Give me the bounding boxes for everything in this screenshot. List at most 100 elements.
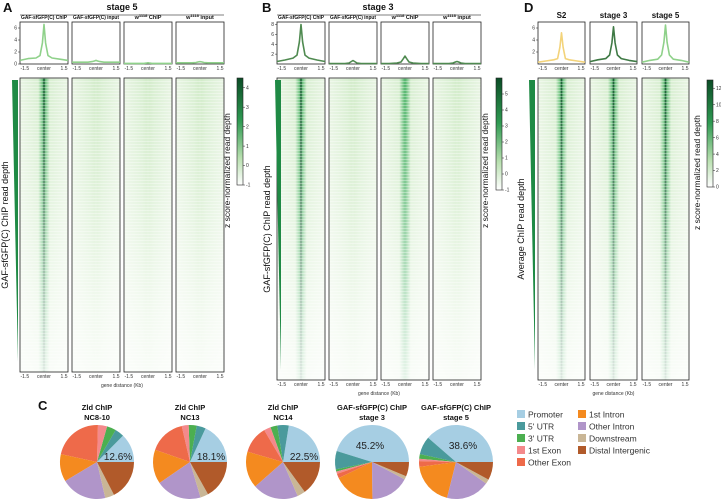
profile-x-tick-label: center [346,66,360,72]
legend-label: Other Exon [528,458,571,468]
panel-letter: D [524,0,533,15]
colorbar-tick-label: 0 [716,185,719,191]
legend-item: 5' UTR [517,422,554,432]
profile-line [19,23,69,62]
heatmap-x-tick-label: center [607,382,621,388]
pie-slice [283,462,305,496]
colorbar-tick-label: 10 [716,102,721,108]
x-axis-label: gene distance (Kb) [593,391,635,397]
heatmap-x-tick-label: -1.5 [177,374,186,380]
heatmap-x-tick-label: -1.5 [382,382,391,388]
column-title: w1118 ChIP [391,13,419,22]
heatmap-x-tick-label: center [141,374,155,380]
column-title: w1118 input [185,13,214,22]
pie-title: NC13 [180,413,199,422]
pie-slice [153,449,190,483]
pie-slice [336,425,409,462]
column-1: GAF-sfGFP(C) input -1.5 center 1.5 -1.5 cente… [328,15,378,388]
profile-frame [328,21,378,65]
pie-slice [97,426,116,462]
pie-title: stage 5 [443,413,469,422]
profile-x-tick-label: -1.5 [591,66,600,72]
column-title-sup: 1118 [447,13,456,18]
heatmap-x-tick-label: center [89,374,103,380]
column-title: GAF-sfGFP(C) input [73,15,119,21]
profile-x-tick-label: 1.5 [370,66,377,72]
pie-slice [97,462,134,495]
pie-slice [97,425,108,462]
colorbar-tick-label: 3 [505,124,508,130]
pie-title: GAF-sfGFP(C) ChIP [421,403,491,412]
heatmap-fade [381,78,429,380]
profile-x-tick-label: -1.5 [434,66,443,72]
legend-label: Distal Intergenic [589,446,651,456]
heatmap-frame [175,77,225,373]
heatmap-x-tick-label: center [346,382,360,388]
legend-item: Downstream [578,434,637,444]
pie-slice [190,462,227,495]
pie-slice [456,462,489,484]
legend-label: Downstream [589,434,637,444]
heatmap-fade [20,78,68,372]
panel-letter: C [38,398,48,413]
profile-x-tick-label: center [555,66,569,72]
colorbar-tick-label: 2 [505,140,508,146]
panel-d: D S2 2 4 6 -1.5 center 1.5 -1.5 center 1.5 stage 3 -… [516,0,721,397]
profile-x-tick-label: -1.5 [382,66,391,72]
heatmap-x-tick-label: center [659,382,673,388]
heatmap-fade [176,78,224,372]
pie-title: GAF-sfGFP(C) ChIP [337,403,407,412]
heatmap-x-tick-label: 1.5 [474,382,481,388]
legend-swatch [578,434,586,442]
column-0: GAF-sfGFP(C) ChIP 2 4 6 8 -1.5 center 1.5 -1.5 ce… [271,15,326,388]
column-3: w1118 input -1.5 center 1.5 -1.5 center 1.5 [432,13,482,388]
legend-item: Other Exon [517,458,571,468]
pie-slice [419,454,456,462]
heatmap-fade [538,78,585,380]
heatmap-fade [124,78,172,372]
y-tick-label: 6 [14,26,17,32]
y-tick-label: 4 [532,38,535,44]
column-title-sup: 1118 [396,13,405,18]
heatmap-x-tick-label: center [294,382,308,388]
profile-line [329,59,377,65]
legend-item: 3' UTR [517,434,554,444]
pie-slice [336,462,372,474]
colorbar-tick-label: 3 [246,105,249,111]
pie-percent-label: 45.2% [356,441,384,452]
profile-x-tick-label: center [398,66,412,72]
pie-slice [97,435,134,462]
heatmap-x-tick-label: 1.5 [113,374,120,380]
column-title-main: GAF-sfGFP(C) ChIP [278,15,324,21]
profile-line [72,59,120,64]
profile-x-tick-label: center [37,66,51,72]
row-label: Average ChIP read depth [516,178,526,279]
column-title-sup: 1118 [190,13,199,18]
heatmap-x-tick-label: 1.5 [165,374,172,380]
profile-x-tick-label: center [193,66,207,72]
column-title-rest: input [456,15,471,21]
heatmap-frame [589,77,638,381]
heatmap-frame [123,77,173,373]
legend-swatch [578,446,586,454]
colorbar-tick-label: 5 [505,92,508,98]
profile-line [433,60,481,65]
pie-title: stage 3 [359,413,385,422]
legend-swatch [578,410,586,418]
pie-slice [65,462,106,500]
column-0: S2 2 4 6 -1.5 center 1.5 -1.5 center 1.5 [532,11,586,388]
column-title: stage 3 [600,11,628,20]
panel-title: stage 5 [106,2,137,12]
pie-percent-label: 12.6% [104,452,132,463]
pie-slice [419,462,456,498]
pie-slice [155,425,190,462]
heatmap-x-tick-label: center [193,374,207,380]
profile-frame [537,21,586,65]
profile-x-tick-label: -1.5 [643,66,652,72]
pie-slice [264,427,283,462]
profile-x-tick-label: -1.5 [278,66,287,72]
column-title: GAF-sfGFP(C) ChIP [278,15,324,21]
